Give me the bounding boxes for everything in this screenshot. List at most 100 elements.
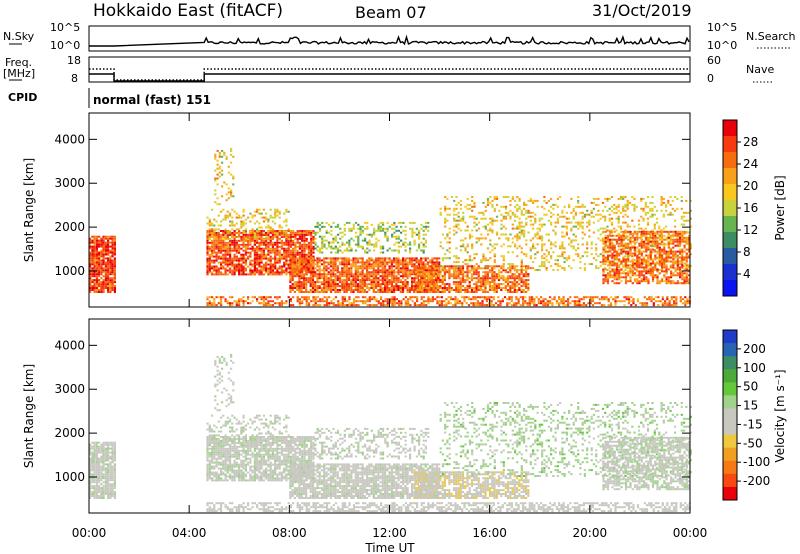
power-cell xyxy=(495,219,499,222)
power-cell xyxy=(314,259,317,262)
power-cell xyxy=(229,247,232,250)
power-cell xyxy=(352,223,355,226)
power-cell xyxy=(446,197,449,200)
power-cell xyxy=(280,273,283,276)
power-cell xyxy=(278,271,281,274)
power-cell xyxy=(613,282,616,285)
power-cell xyxy=(441,291,444,293)
power-cell xyxy=(224,261,227,264)
power-cell xyxy=(597,213,600,216)
power-cell xyxy=(676,282,679,285)
power-cell xyxy=(636,266,639,269)
power-cell xyxy=(511,273,514,276)
power-cell xyxy=(206,216,209,219)
power-cell xyxy=(211,239,214,242)
power-cell xyxy=(656,236,659,239)
power-cell xyxy=(222,249,225,252)
power-cell xyxy=(350,271,353,274)
power-cell xyxy=(518,275,521,278)
power-cell xyxy=(624,255,627,258)
power-cell xyxy=(457,281,460,284)
power-cell xyxy=(413,221,416,224)
power-cell xyxy=(280,226,283,229)
power-cell xyxy=(289,291,292,293)
power-cell xyxy=(613,274,616,277)
power-cell xyxy=(316,279,319,282)
power-cell xyxy=(663,280,666,283)
power-cell xyxy=(493,259,496,262)
power-cell xyxy=(397,279,400,282)
power-cell xyxy=(550,255,553,258)
power-cell xyxy=(93,291,96,293)
power-cell xyxy=(452,275,456,278)
power-cell xyxy=(312,247,315,250)
power-cell xyxy=(665,272,668,275)
power-cell xyxy=(283,231,286,234)
power-cell xyxy=(486,259,490,262)
power-cell xyxy=(222,231,225,234)
power-cell xyxy=(406,275,409,278)
power-cell xyxy=(574,213,577,216)
power-cell xyxy=(538,269,541,271)
power-cell xyxy=(455,289,458,291)
power-cell xyxy=(395,237,398,240)
power-cell xyxy=(563,261,566,264)
power-cell xyxy=(242,233,245,236)
power-cell xyxy=(388,265,391,268)
power-cell xyxy=(253,261,256,264)
power-cell xyxy=(674,268,677,271)
power-cell xyxy=(665,209,668,212)
power-cell xyxy=(520,277,523,280)
power-cell xyxy=(638,230,641,233)
power-cell xyxy=(647,262,650,265)
power-cell xyxy=(640,232,643,235)
power-cell xyxy=(602,260,605,263)
power-cell xyxy=(408,259,411,262)
power-cell xyxy=(427,225,430,228)
power-cell xyxy=(665,236,668,239)
power-cell xyxy=(104,261,107,264)
power-cell xyxy=(307,251,311,254)
power-cell xyxy=(386,249,389,252)
power-cell xyxy=(222,243,225,246)
power-cell xyxy=(617,269,620,271)
power-cell xyxy=(642,278,646,281)
power-cell xyxy=(683,215,686,218)
power-cell xyxy=(399,289,402,291)
power-cell xyxy=(435,283,438,286)
power-cell xyxy=(532,227,535,230)
power-cell xyxy=(305,291,308,293)
power-cell xyxy=(229,255,232,258)
power-cell xyxy=(475,237,478,240)
power-cell xyxy=(271,249,274,252)
power-cell xyxy=(291,271,294,274)
power-cell xyxy=(298,267,301,270)
power-cell xyxy=(502,263,505,266)
power-cell xyxy=(570,197,573,200)
power-cell xyxy=(372,277,375,280)
power-cell xyxy=(430,269,433,272)
power-cell xyxy=(679,238,682,241)
power-cell xyxy=(409,241,412,244)
power-cell xyxy=(541,223,544,226)
power-cell xyxy=(343,243,346,246)
power-cell xyxy=(327,223,331,226)
power-cell xyxy=(486,291,489,293)
power-cell xyxy=(226,214,229,217)
power-cell xyxy=(256,239,259,242)
power-cell xyxy=(208,247,211,250)
power-cell xyxy=(608,207,611,210)
power-cell xyxy=(332,289,335,291)
power-cell xyxy=(298,253,301,256)
power-cell xyxy=(568,257,571,260)
power-cell xyxy=(102,251,105,254)
power-cell xyxy=(251,233,254,236)
power-cell xyxy=(240,269,243,272)
cpid-value: normal (fast) 151 xyxy=(93,93,211,107)
power-cell xyxy=(586,255,589,258)
power-cell xyxy=(93,285,96,288)
power-cell xyxy=(379,263,382,266)
power-cell xyxy=(224,271,227,274)
power-cell xyxy=(258,245,261,248)
power-cell xyxy=(379,289,382,291)
